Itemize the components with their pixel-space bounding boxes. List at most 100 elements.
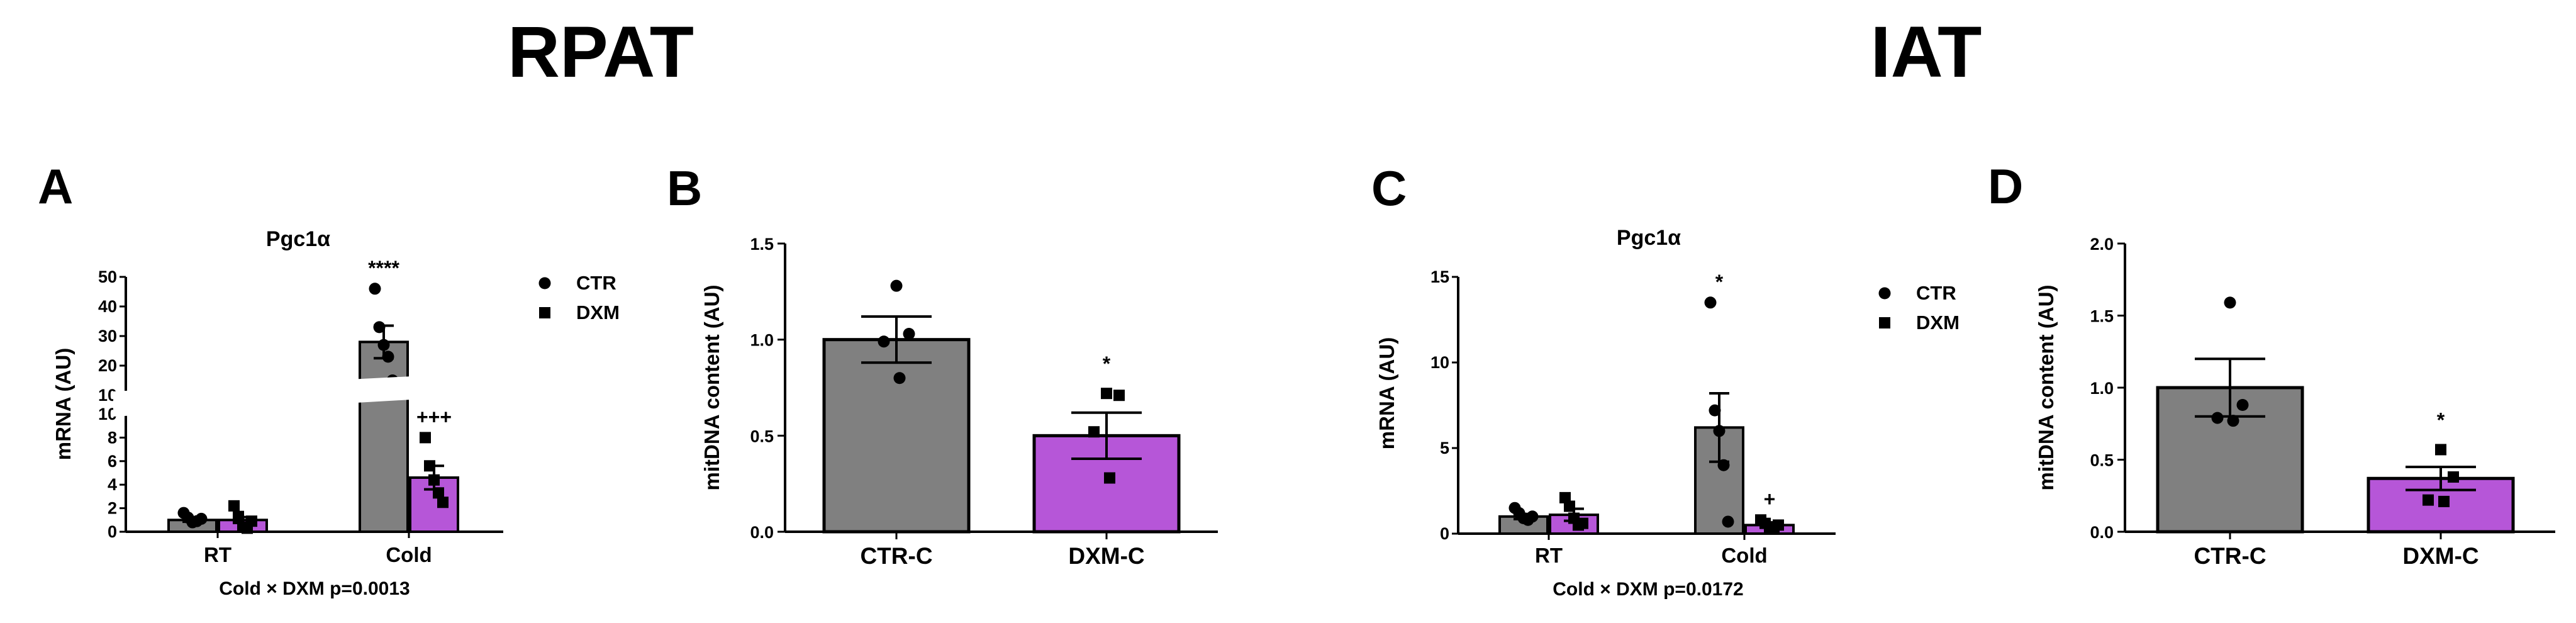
d-y-tick-label: 0.5	[2090, 451, 2114, 470]
a-data-point	[420, 432, 431, 444]
c-y-tick-label: 10	[1430, 353, 1449, 372]
b-y-tick-label: 0.5	[750, 427, 774, 446]
b-data-point	[1088, 426, 1100, 438]
b-data-point	[1113, 390, 1125, 401]
a-data-point	[433, 487, 444, 499]
c-legend-marker-ctr	[1878, 287, 1891, 300]
c-y-tick-label: 0	[1440, 524, 1449, 543]
a-y-tick-label: 40	[98, 297, 117, 316]
a-legend-marker-ctr	[538, 277, 551, 289]
a-data-point	[195, 512, 208, 525]
c-data-point	[1704, 296, 1717, 309]
d-data-point	[2438, 495, 2450, 507]
a-legend-marker-dxm	[539, 307, 550, 318]
d-y-tick-label: 0.0	[2090, 523, 2114, 542]
c-data-point	[1709, 404, 1721, 417]
a-data-point	[428, 474, 440, 486]
chart-d: mitDNA content (AU) 0.0 0.5 1.0 1.5 2.0 CTR-C D…	[2034, 235, 2555, 569]
b-significance-label: *	[1103, 352, 1111, 375]
a-y-tick-label: 30	[98, 327, 117, 345]
a-interaction-p-value: Cold × DXM p=0.0013	[219, 578, 410, 599]
a-y-tick-label: 50	[98, 267, 117, 286]
d-data-point	[2448, 471, 2459, 483]
c-data-point	[1773, 519, 1784, 531]
panel-letter-d: D	[1988, 159, 2023, 214]
d-data-point	[2236, 398, 2249, 411]
b-y-tick-label: 1.0	[750, 331, 774, 350]
d-data-point	[2435, 444, 2446, 456]
b-y-tick-label: 0.0	[750, 523, 774, 542]
d-data-point	[2423, 494, 2434, 506]
d-x-category-label: DXM-C	[2402, 543, 2478, 569]
c-y-axis-label: mRNA (AU)	[1375, 337, 1398, 449]
c-legend-label-dxm: DXM	[1916, 312, 1960, 334]
d-x-category-label: CTR-C	[2194, 543, 2266, 569]
b-y-axis-label: mitDNA content (AU)	[700, 285, 723, 491]
chart-b: mitDNA content (AU) 0.0 0.5 1.0 1.5 CTR-C DXM-…	[700, 235, 1218, 569]
c-data-point	[1722, 515, 1734, 528]
a-bar-ctr-cold	[359, 340, 409, 534]
d-data-point	[2227, 415, 2239, 427]
d-y-tick-label: 1.0	[2090, 379, 2114, 398]
c-data-point	[1559, 491, 1571, 503]
c-bar-ctr-rt	[1498, 515, 1549, 535]
b-data-point	[878, 335, 890, 348]
d-y-axis-label: mitDNA content (AU)	[2034, 285, 2058, 491]
a-x-category-label: Cold	[386, 543, 432, 566]
c-significance-label: +	[1764, 488, 1776, 510]
b-data-point	[1101, 388, 1112, 400]
panel-letter-a: A	[38, 159, 73, 214]
panel-letter-c: C	[1371, 160, 1407, 216]
c-interaction-p-value: Cold × DXM p=0.0172	[1553, 579, 1743, 600]
c-data-point	[1717, 459, 1730, 471]
c-data-point	[1713, 425, 1726, 437]
panel-letter-b: B	[667, 160, 702, 216]
b-data-point	[890, 279, 903, 292]
d-data-point	[2211, 412, 2224, 424]
a-y-tick-label: 2	[108, 499, 117, 518]
c-chart-title: Pgc1α	[1617, 226, 1681, 250]
a-data-point	[424, 460, 435, 472]
d-data-point	[2224, 296, 2236, 309]
a-data-point	[369, 283, 381, 295]
a-legend-label-dxm: DXM	[576, 301, 620, 323]
c-legend-label-ctr: CTR	[1916, 282, 1956, 304]
a-data-point	[228, 500, 240, 512]
b-data-point	[1104, 472, 1115, 484]
d-y-tick-label: 1.5	[2090, 307, 2114, 326]
b-bar-ctr-c	[822, 338, 971, 534]
c-legend-marker-dxm	[1879, 317, 1890, 328]
a-y-tick-label: 4	[108, 475, 117, 494]
b-x-category-label: DXM-C	[1068, 543, 1144, 569]
a-y-tick-label: 0	[108, 522, 117, 541]
d-significance-label: *	[2437, 408, 2445, 431]
c-y-tick-label: 15	[1430, 267, 1449, 286]
a-data-point	[437, 497, 449, 508]
a-data-point	[373, 321, 386, 334]
c-x-category-label: Cold	[1721, 544, 1767, 567]
b-data-point	[903, 328, 915, 340]
c-data-point	[1526, 510, 1539, 523]
b-y-tick-label: 1.5	[750, 235, 774, 254]
a-data-point	[233, 510, 244, 522]
c-significance-label: *	[1715, 271, 1724, 293]
a-y-tick-label: 6	[108, 452, 117, 471]
c-data-point	[1577, 517, 1588, 529]
a-y-axis-label: mRNA (AU)	[52, 348, 75, 460]
chart-c: Pgc1α mRNA (AU) 0 5 10 15 RT Cold * + CTR DXM Cold ×…	[1375, 226, 1960, 600]
a-significance-label: +++	[416, 405, 452, 428]
section-title-rpat: RPAT	[508, 12, 694, 93]
c-x-category-label: RT	[1535, 544, 1563, 567]
c-y-tick-label: 5	[1440, 439, 1449, 457]
a-y-tick-label: 8	[108, 428, 117, 447]
b-x-category-label: CTR-C	[860, 543, 932, 569]
a-chart-title: Pgc1α	[266, 227, 330, 251]
d-y-tick-label: 2.0	[2090, 235, 2114, 254]
a-x-category-label: RT	[204, 543, 231, 566]
b-data-point	[893, 372, 906, 384]
a-legend-label-ctr: CTR	[576, 272, 616, 294]
c-data-point	[1564, 500, 1575, 512]
a-data-point	[382, 351, 394, 363]
